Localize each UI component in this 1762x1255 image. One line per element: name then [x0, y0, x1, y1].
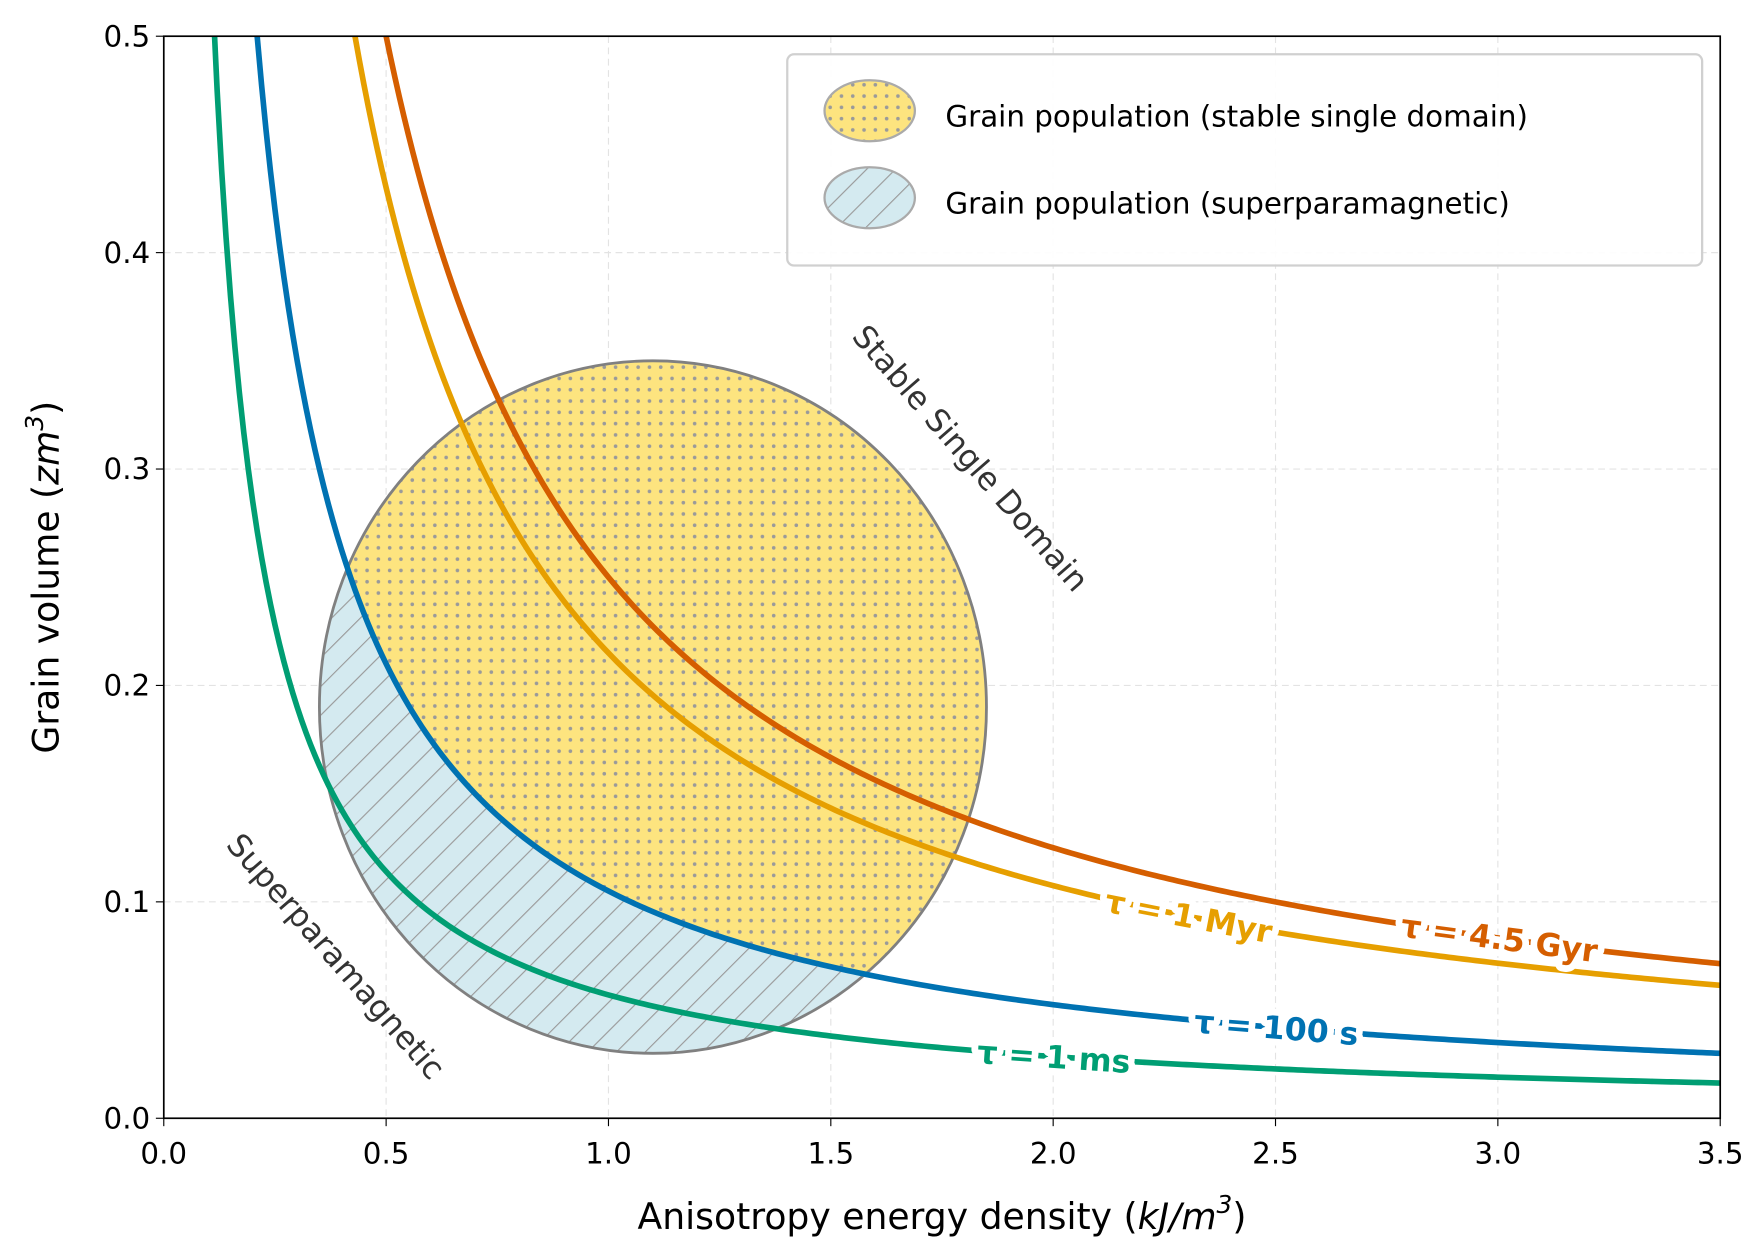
- y-tick-label: 0.3: [104, 452, 151, 486]
- curve-label-2: τ = 100 s: [1193, 1004, 1360, 1053]
- y-tick-label: 0.0: [104, 1101, 151, 1135]
- x-tick-label: 1.0: [585, 1136, 632, 1170]
- population-ellipse-outline: [318, 359, 988, 1055]
- legend: Grain population (stable single domain) …: [786, 53, 1704, 267]
- legend-swatch-superparamagnetic: [823, 166, 917, 230]
- y-tick-label: 0.5: [104, 19, 151, 53]
- y-tick-label: 0.4: [104, 236, 151, 270]
- x-tick-label: 0.5: [363, 1136, 410, 1170]
- curve-1: [211, 36, 1721, 1086]
- y-tick-label: 0.1: [104, 885, 151, 919]
- legend-swatch-stable: [823, 79, 917, 143]
- y-axis-label: Grain volume (zm3): [20, 401, 68, 754]
- curve-4: [383, 36, 1721, 967]
- curve-label-1: τ = 1 ms: [976, 1035, 1132, 1081]
- plot-frame: [162, 35, 1722, 1120]
- x-tick-label: 2.5: [1252, 1136, 1299, 1170]
- curve-2: [254, 36, 1721, 1057]
- x-tick-label: 3.0: [1475, 1136, 1522, 1170]
- x-tick-label: 0.0: [140, 1136, 187, 1170]
- legend-label-superparamagnetic: Grain population (superparamagnetic): [945, 187, 1509, 221]
- x-axis-label: Anisotropy energy density (kJ/m3): [638, 1190, 1247, 1238]
- x-tick-label: 3.5: [1697, 1136, 1744, 1170]
- x-tick-label: 1.5: [807, 1136, 854, 1170]
- curve-3: [352, 36, 1721, 989]
- legend-label-stable: Grain population (stable single domain): [945, 100, 1528, 134]
- x-tick-label: 2.0: [1030, 1136, 1077, 1170]
- y-tick-label: 0.2: [104, 669, 151, 703]
